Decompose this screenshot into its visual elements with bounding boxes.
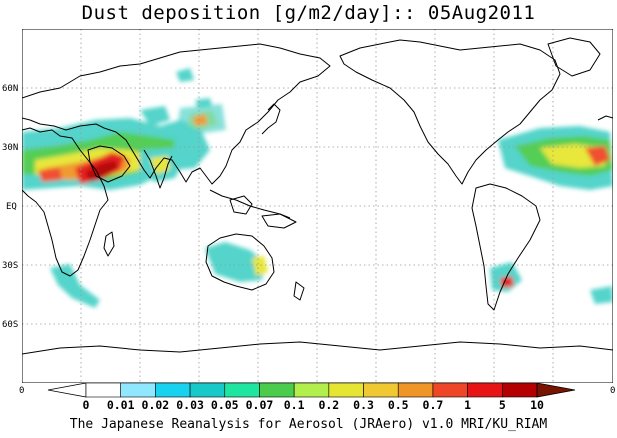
colorbar-label: 0.2 [318,398,339,412]
coastline-india [143,149,173,189]
coastline-greenland [547,37,601,77]
colorbar-swatch [189,382,226,398]
coastline-newzealand [293,281,305,301]
dust-region-arabia-dark [85,160,118,182]
coastlines [22,37,613,355]
colorbar-swatch [328,382,364,398]
coastline-africa [22,127,109,277]
dust-region-mongolia [176,68,194,82]
dust-region-north-yellow [192,114,208,126]
coastline-arabia [87,145,131,183]
coastline-madagascar [103,231,115,257]
colorbar-swatch [467,382,503,398]
lat-label-60n: 60N [2,84,18,94]
coastline-eurasia [22,43,331,185]
colorbar-swatch [432,382,468,398]
coastline-iberia [597,115,613,121]
coastline-southamerica [471,183,541,311]
colorbar-swatch [363,382,399,398]
colorbar-swatch [85,382,121,398]
map-background [22,29,613,383]
colorbar-label: 0.05 [211,398,239,412]
colorbar-right-zero: 0 [610,386,615,396]
map-panel [22,29,613,383]
colorbar-label: 0.5 [388,398,409,412]
colorbar-label: 0.1 [284,398,305,412]
colorbar-label: 10 [530,398,544,412]
coastline-australia [205,233,275,291]
map-title: Dust deposition [g/m2/day]:: 05Aug2011 [81,2,536,24]
colorbar: 0 0.01 0.02 0.03 0.05 0.07 0.1 0.2 0.3 0.5 0.7 1 5 10 [47,382,576,412]
credit-line: The Japanese Reanalysis for Aerosol (JRA… [69,417,548,432]
dust-field [22,68,613,308]
dust-region-satlantic [590,286,613,304]
colorbar-swatch [120,382,156,398]
colorbar-label: 0.01 [107,398,135,412]
colorbar-label: 1 [464,398,471,412]
coastline-antarctica [22,341,613,355]
dust-region-australia-yellow [252,256,268,276]
lat-label-60s: 60S [2,320,18,330]
colorbar-swatch [502,382,538,398]
colorbar-label: 5 [499,398,506,412]
lat-label-eq: EQ [6,202,17,212]
colorbar-swatch [397,382,434,398]
dust-region-atlantic-red [585,146,610,166]
colorbar-label: 0.02 [142,398,170,412]
colorbar-label: 0.3 [353,398,374,412]
dust-region-safrica [50,264,100,308]
coastline-newguinea [261,213,297,229]
colorbar-label: 0.03 [176,398,204,412]
coastline-northamerica [339,39,561,185]
lat-axis: 60N 30N EQ 30S 60S [2,84,18,330]
colorbar-left-zero: 0 [19,386,24,396]
dust-region-australia [205,242,265,282]
colorbar-swatch [155,382,191,398]
colorbar-label: 0.07 [246,398,274,412]
colorbar-swatch [224,382,260,398]
colorbar-swatch [259,382,295,398]
dust-region-westafrica-red [38,168,62,182]
lat-label-30s: 30S [2,261,18,271]
colorbar-label: 0 [83,398,90,412]
colorbar-right-arrow [536,382,576,398]
lat-label-30n: 30N [2,143,18,153]
colorbar-swatch [293,382,330,398]
coastline-japan [261,103,281,135]
dust-region-centralasia [140,106,170,126]
colorbar-label: 0.7 [423,398,444,412]
coastline-borneo [229,195,253,215]
colorbar-left-arrow [47,382,87,398]
